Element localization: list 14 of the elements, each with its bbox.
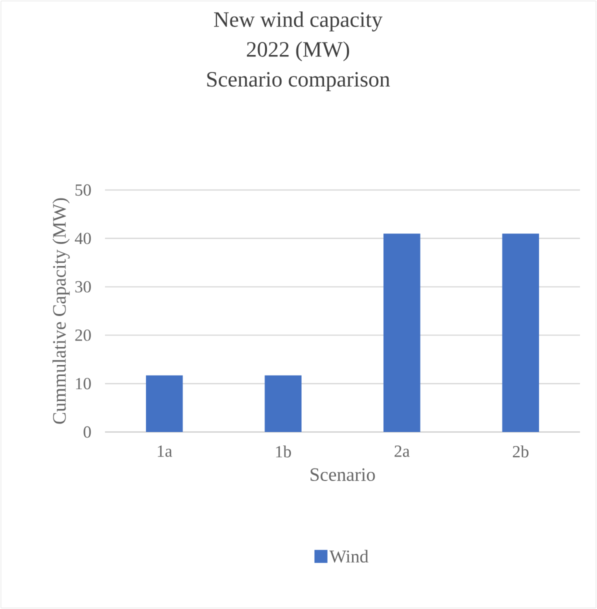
- y-tick-label: 50: [76, 184, 91, 196]
- y-tick-label: 30: [75, 281, 91, 293]
- x-tick-label: 1a: [158, 446, 172, 457]
- y-tick-label: 10: [76, 378, 91, 390]
- x-tick-label: 2b: [512, 446, 528, 458]
- y-tick-label: 40: [74, 232, 91, 244]
- x-axis-title: Scenario: [310, 468, 375, 482]
- x-tick-label: 2a: [394, 446, 410, 457]
- chart-title: New wind capacity 2022 (MW) Scenario comparison: [207, 12, 390, 92]
- y-tick-label: 20: [75, 329, 91, 341]
- x-tick-label: 1b: [276, 446, 291, 458]
- y-axis-title: Cummulative Capacity (MW): [52, 198, 70, 424]
- y-tick-label: 0: [84, 426, 91, 438]
- legend-label: Wind: [329, 550, 368, 563]
